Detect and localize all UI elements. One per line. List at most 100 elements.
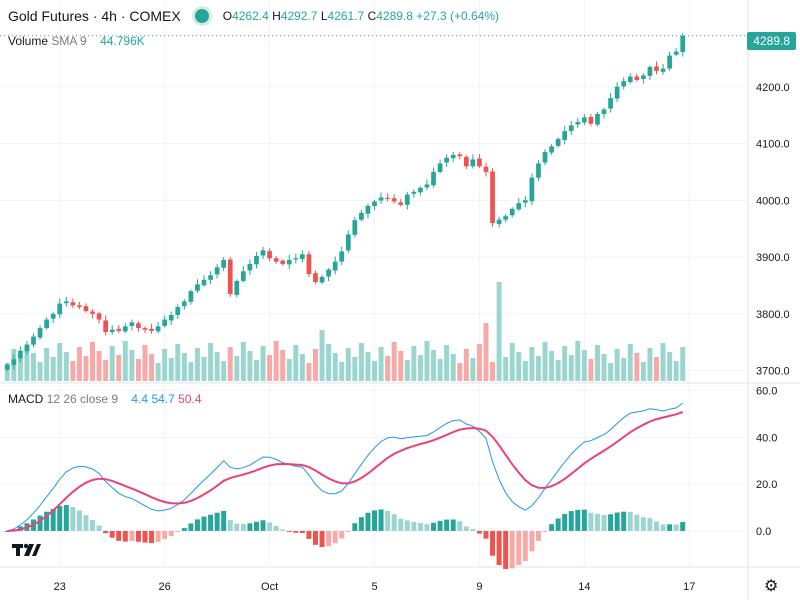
candle-body[interactable] [326,269,331,277]
candle-body[interactable] [680,35,686,53]
candle-body[interactable] [293,258,299,260]
candle-body[interactable] [621,81,627,87]
tradingview-logo-icon[interactable] [10,540,42,560]
candle-body[interactable] [503,216,509,220]
candle-body[interactable] [319,276,325,283]
candle-body[interactable] [136,323,141,329]
candle-body[interactable] [339,251,345,262]
candle-body[interactable] [562,131,568,140]
candle-body[interactable] [103,320,109,333]
candle-body[interactable] [568,125,574,132]
candle-body[interactable] [116,328,122,331]
candle-body[interactable] [122,326,128,332]
candle-body[interactable] [162,319,168,326]
candle-body[interactable] [227,259,233,294]
candle-body[interactable] [450,154,456,159]
candle-body[interactable] [313,273,318,283]
candle-body[interactable] [634,76,640,80]
candle-body[interactable] [77,305,82,308]
candle-body[interactable] [372,201,377,206]
candle-body[interactable] [378,197,384,201]
candle-body[interactable] [345,234,351,251]
candle-body[interactable] [267,251,272,259]
candle-body[interactable] [516,203,522,210]
candle-body[interactable] [300,254,305,260]
candle-body[interactable] [477,158,482,167]
candle-body[interactable] [536,163,541,178]
candle-body[interactable] [549,146,554,153]
candle-body[interactable] [240,271,246,281]
candle-body[interactable] [18,350,23,359]
candle-body[interactable] [254,255,259,265]
candle-body[interactable] [654,66,659,71]
candle-body[interactable] [457,154,463,157]
candle-body[interactable] [96,313,102,320]
candle-body[interactable] [601,109,607,115]
candle-body[interactable] [424,184,430,188]
candle-body[interactable] [522,200,528,203]
candle-body[interactable] [359,212,364,220]
candle-body[interactable] [431,171,436,186]
candle-body[interactable] [667,55,672,69]
candle-body[interactable] [214,267,220,275]
candle-body[interactable] [234,280,240,295]
candle-body[interactable] [109,329,115,333]
candle-body[interactable] [542,152,548,163]
candle-body[interactable] [595,114,600,125]
candle-body[interactable] [509,208,515,216]
candle-body[interactable] [221,259,227,268]
candle-body[interactable] [44,319,49,329]
candle-body[interactable] [83,306,89,312]
candle-body[interactable] [129,322,135,326]
candle-body[interactable] [149,328,154,331]
candle-body[interactable] [175,307,181,316]
candle-body[interactable] [673,51,679,55]
candle-body[interactable] [181,301,187,307]
candle-body[interactable] [37,328,43,338]
candle-body[interactable] [4,364,10,370]
candle-body[interactable] [418,187,423,193]
candle-body[interactable] [398,202,404,205]
candle-body[interactable] [306,254,312,275]
volume-legend[interactable]: Volume SMA 9 44.796K [8,34,145,48]
candle-body[interactable] [470,159,476,167]
candle-body[interactable] [444,157,450,163]
candle-body[interactable] [555,139,561,146]
candle-body[interactable] [588,116,594,124]
candle-body[interactable] [142,328,148,330]
candle-body[interactable] [201,279,207,286]
candle-body[interactable] [208,275,213,280]
candle-body[interactable] [385,197,390,199]
candle-body[interactable] [496,219,502,224]
candle-body[interactable] [463,156,469,167]
candle-body[interactable] [50,313,56,319]
candle-body[interactable] [31,336,36,345]
settings-gear-icon[interactable]: ⚙ [764,578,779,595]
candle-body[interactable] [280,260,286,264]
candle-body[interactable] [647,66,653,76]
candle-body[interactable] [273,258,279,262]
candle-body[interactable] [529,177,535,202]
candle-body[interactable] [188,291,194,302]
candle-body[interactable] [90,311,95,314]
candle-body[interactable] [581,117,587,123]
symbol-title[interactable]: Gold Futures · 4h · COMEX [8,8,181,24]
macd-legend[interactable]: MACD 12 26 close 9 4.4 54.7 50.4 [8,392,202,406]
candle-body[interactable] [247,263,253,271]
candle-body[interactable] [490,171,495,224]
candle-body[interactable] [411,191,417,194]
candle-body[interactable] [332,261,338,271]
candle-body[interactable] [195,284,200,291]
candle-body[interactable] [437,163,443,172]
candle-body[interactable] [627,76,633,83]
candle-body[interactable] [660,68,666,72]
candle-body[interactable] [575,121,581,125]
candle-body[interactable] [168,315,174,321]
candle-body[interactable] [404,194,410,205]
candle-body[interactable] [155,326,161,332]
candle-body[interactable] [63,301,69,304]
candle-body[interactable] [614,86,620,99]
candle-body[interactable] [11,359,17,365]
candle-body[interactable] [286,259,292,265]
candle-body[interactable] [391,198,397,202]
